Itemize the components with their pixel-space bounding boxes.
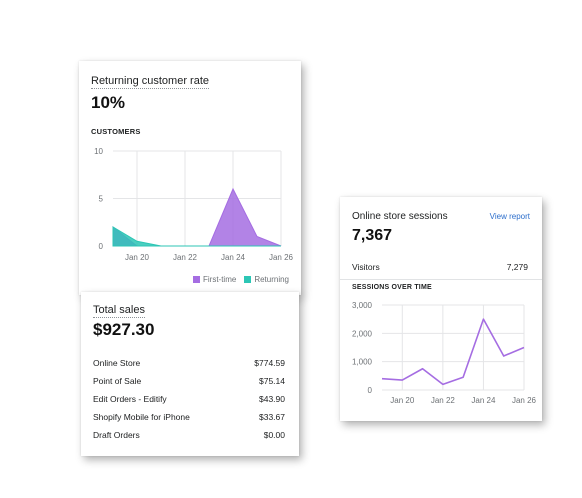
y-tick-label: 0 [368, 386, 373, 395]
sales-row: Edit Orders - Editify $43.90 [93, 394, 285, 408]
y-tick-label: 2,000 [352, 329, 373, 338]
legend-swatch-first-time [192, 276, 200, 283]
x-tick-label: Jan 26 [269, 253, 294, 262]
legend-swatch-returning [244, 276, 252, 283]
sessions-chart: 3,000 2,000 1,000 0 Jan 20 Jan 22 Jan 24 Jan 2… [352, 301, 537, 405]
area-series-returning [112, 226, 281, 247]
card-title: Total sales [93, 304, 145, 318]
sessions-over-time-label: SESSIONS OVER TIME [352, 284, 432, 291]
sessions-title: Online store sessions [352, 211, 448, 222]
y-tick-label: 0 [99, 242, 104, 251]
returning-customer-rate-card: Returning customer rate 10% CUSTOMERS 10… [79, 61, 301, 295]
x-tick-label: Jan 26 [512, 396, 537, 405]
returning-rate-value: 10% [91, 93, 126, 112]
divider [340, 279, 542, 280]
x-tick-label: Jan 24 [471, 396, 496, 405]
sales-row-value: $33.67 [259, 412, 285, 422]
y-tick-label: 3,000 [352, 301, 373, 310]
sales-row-label: Point of Sale [93, 376, 142, 386]
sales-row-value: $774.59 [254, 358, 285, 368]
customers-section-label: CUSTOMERS [91, 127, 141, 136]
sales-row-value: $75.14 [259, 376, 285, 386]
y-tick-label: 1,000 [352, 358, 373, 367]
y-tick-label: 5 [99, 195, 104, 204]
x-tick-label: Jan 24 [221, 253, 246, 262]
online-store-sessions-card: Online store sessions View report 7,367 … [340, 197, 542, 421]
sales-row-value: $0.00 [263, 430, 285, 440]
total-sales-card: Total sales $927.30 Online Store $774.59… [81, 292, 299, 456]
sessions-line [381, 318, 525, 386]
sales-title[interactable]: Total sales [93, 304, 145, 318]
sessions-value: 7,367 [352, 227, 393, 244]
x-tick-label: Jan 22 [173, 253, 198, 262]
visitors-value: 7,279 [506, 262, 528, 272]
card-title: Returning customer rate [91, 75, 209, 89]
sales-row-label: Shopify Mobile for iPhone [93, 412, 190, 422]
sales-row: Point of Sale $75.14 [93, 376, 285, 390]
x-tick-label: Jan 20 [390, 396, 415, 405]
sales-row-label: Edit Orders - Editify [93, 394, 167, 404]
total-sales-value: $927.30 [93, 320, 155, 339]
legend-label-first-time: First-time [202, 275, 237, 284]
customers-chart: 10 5 0 Jan 20 Jan 22 Jan 24 Jan 26 [94, 147, 294, 262]
sales-row: Shopify Mobile for iPhone $33.67 [93, 412, 285, 426]
sales-row-value: $43.90 [259, 394, 285, 404]
y-tick-label: 10 [94, 147, 103, 156]
legend-label-returning: Returning [254, 275, 289, 284]
sales-row-label: Online Store [93, 358, 141, 368]
x-tick-label: Jan 22 [431, 396, 456, 405]
x-tick-label: Jan 20 [125, 253, 150, 262]
visitors-row: Visitors 7,279 [352, 262, 528, 272]
sales-row: Online Store $774.59 [93, 358, 285, 372]
sales-row-label: Draft Orders [93, 430, 140, 440]
view-report-link[interactable]: View report [489, 212, 530, 221]
legend-item-returning[interactable]: Returning [244, 275, 289, 284]
returning-title[interactable]: Returning customer rate [91, 75, 209, 89]
area-series-first-time [112, 187, 282, 247]
legend-item-first-time[interactable]: First-time [192, 275, 237, 284]
visitors-label: Visitors [352, 262, 380, 272]
chart-legend: First-time Returning [185, 275, 289, 284]
sales-row: Draft Orders $0.00 [93, 430, 285, 444]
